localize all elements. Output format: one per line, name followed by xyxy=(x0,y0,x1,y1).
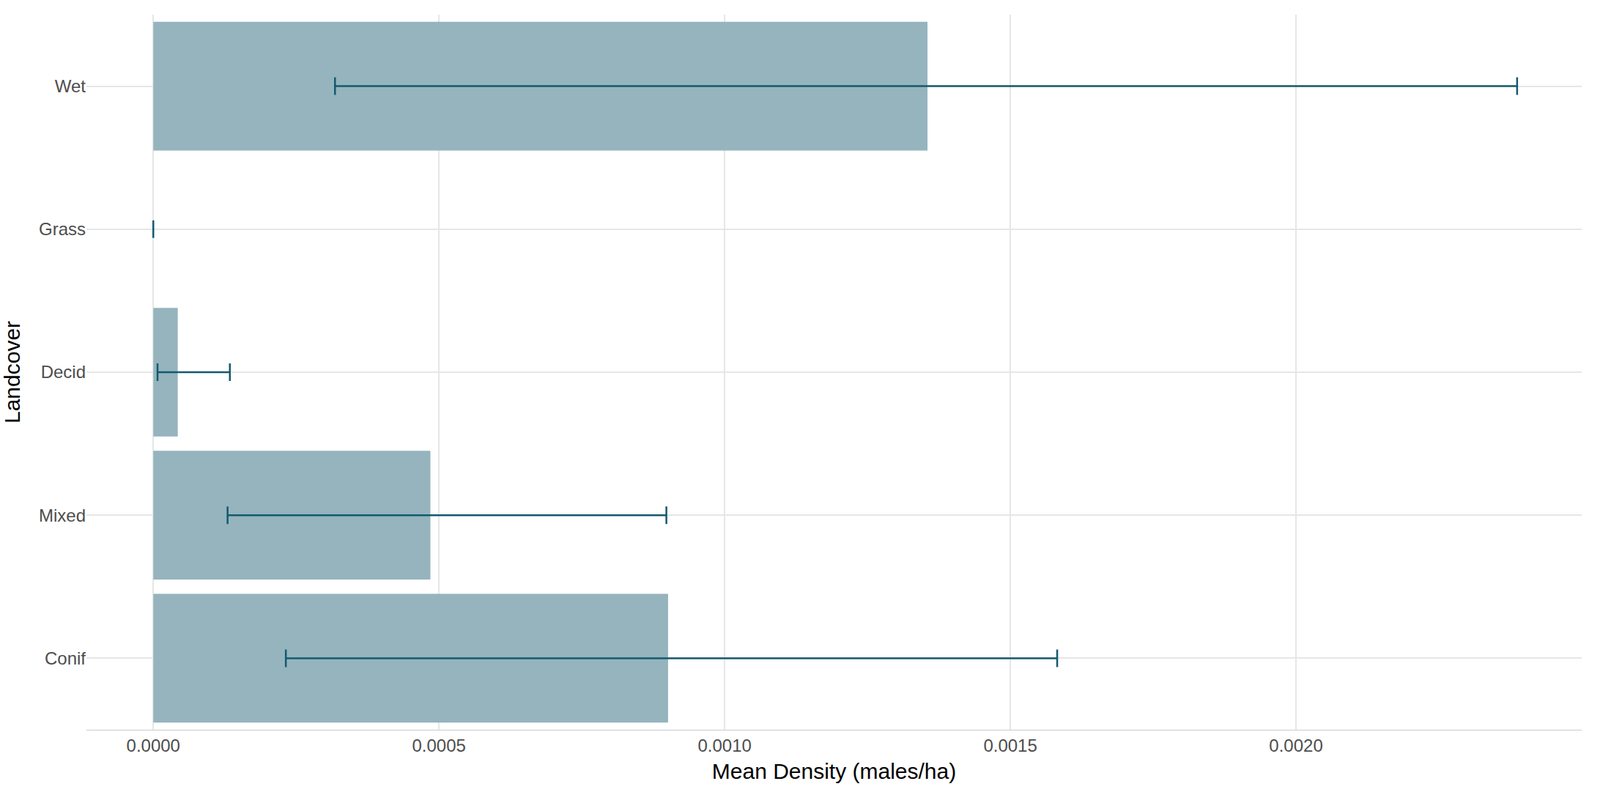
svg-text:0.0000: 0.0000 xyxy=(126,735,181,756)
svg-text:Grass: Grass xyxy=(38,219,86,239)
svg-text:Mean Density (males/ha): Mean Density (males/ha) xyxy=(712,758,957,784)
svg-text:Landcover: Landcover xyxy=(0,320,25,424)
svg-text:Wet: Wet xyxy=(54,76,87,96)
svg-text:0.0010: 0.0010 xyxy=(697,735,751,756)
svg-text:0.0005: 0.0005 xyxy=(411,735,466,756)
svg-text:Decid: Decid xyxy=(41,361,86,382)
svg-text:0.0015: 0.0015 xyxy=(983,735,1037,756)
svg-text:0.0020: 0.0020 xyxy=(1268,735,1323,756)
svg-text:Mixed: Mixed xyxy=(38,505,86,526)
svg-text:Conif: Conif xyxy=(44,648,86,669)
